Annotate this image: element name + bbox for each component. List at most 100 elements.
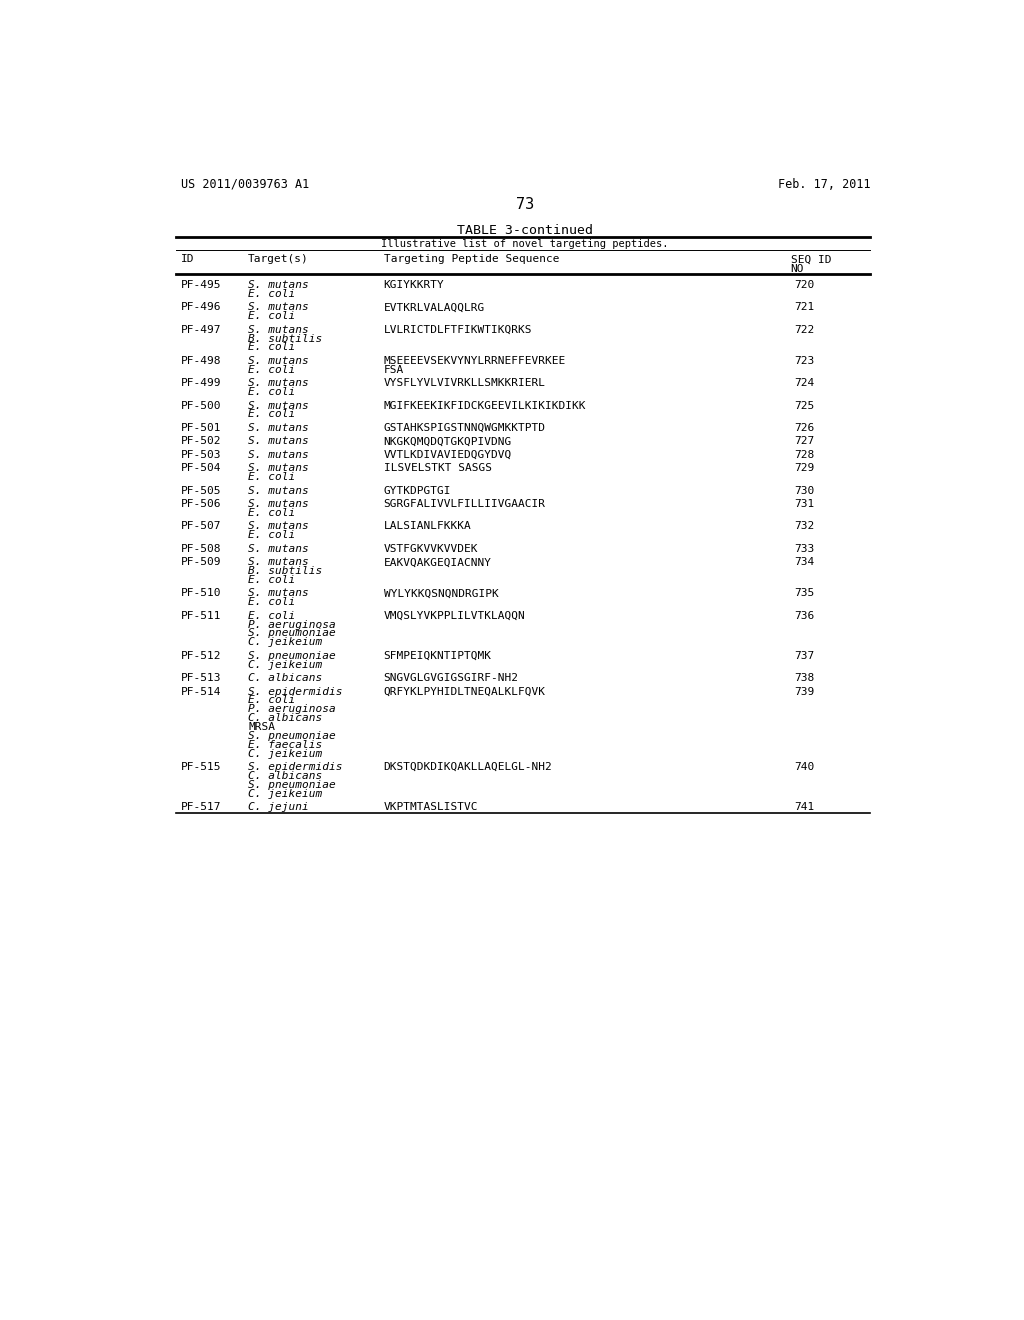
Text: E. coli: E. coli [248,598,295,607]
Text: PF-498: PF-498 [180,356,221,366]
Text: S. mutans: S. mutans [248,280,309,290]
Text: S. epidermidis: S. epidermidis [248,686,343,697]
Text: S. mutans: S. mutans [248,450,309,459]
Text: 720: 720 [795,280,815,290]
Text: C. albicans: C. albicans [248,713,323,723]
Text: Target(s): Target(s) [248,253,309,264]
Text: SEQ ID: SEQ ID [791,255,831,264]
Text: 734: 734 [795,557,815,568]
Text: MGIFKEEKIKFIDCKGEEVILKIKIKDIKK: MGIFKEEKIKFIDCKGEEVILKIKIKDIKK [384,400,587,411]
Text: S. pneumoniae: S. pneumoniae [248,628,336,639]
Text: 738: 738 [795,673,815,684]
Text: C. albicans: C. albicans [248,771,323,781]
Text: 739: 739 [795,686,815,697]
Text: VYSFLYVLVIVRKLLSMKKRIERL: VYSFLYVLVIVRKLLSMKKRIERL [384,379,546,388]
Text: E. coli: E. coli [248,312,295,321]
Text: LVLRICTDLFTFIKWTIKQRKS: LVLRICTDLFTFIKWTIKQRKS [384,325,532,335]
Text: C. jeikeium: C. jeikeium [248,660,323,669]
Text: 725: 725 [795,400,815,411]
Text: 728: 728 [795,450,815,459]
Text: WYLYKKQSNQNDRGIPK: WYLYKKQSNQNDRGIPK [384,589,499,598]
Text: SGRGFALIVVLFILLIIVGAACIR: SGRGFALIVVLFILLIIVGAACIR [384,499,546,510]
Text: S. pneumoniae: S. pneumoniae [248,731,336,741]
Text: PF-507: PF-507 [180,521,221,532]
Text: C. albicans: C. albicans [248,673,323,684]
Text: GSTAHKSPIGSTNNQWGMKKTPTD: GSTAHKSPIGSTNNQWGMKKTPTD [384,422,546,433]
Text: PF-495: PF-495 [180,280,221,290]
Text: PF-517: PF-517 [180,803,221,812]
Text: 733: 733 [795,544,815,554]
Text: 727: 727 [795,437,815,446]
Text: S. mutans: S. mutans [248,521,309,532]
Text: S. mutans: S. mutans [248,379,309,388]
Text: E. coli: E. coli [248,508,295,517]
Text: PF-496: PF-496 [180,302,221,313]
Text: S. mutans: S. mutans [248,463,309,474]
Text: PF-503: PF-503 [180,450,221,459]
Text: S. mutans: S. mutans [248,400,309,411]
Text: S. mutans: S. mutans [248,437,309,446]
Text: S. mutans: S. mutans [248,499,309,510]
Text: E. coli: E. coli [248,576,295,585]
Text: 726: 726 [795,422,815,433]
Text: Feb. 17, 2011: Feb. 17, 2011 [778,178,870,190]
Text: 737: 737 [795,651,815,661]
Text: MRSA: MRSA [248,722,275,733]
Text: Illustrative list of novel targeting peptides.: Illustrative list of novel targeting pep… [381,239,669,249]
Text: S. mutans: S. mutans [248,557,309,568]
Text: FSA: FSA [384,364,404,375]
Text: PF-504: PF-504 [180,463,221,474]
Text: 740: 740 [795,762,815,772]
Text: NO: NO [791,264,804,273]
Text: E. coli: E. coli [248,289,295,298]
Text: PF-506: PF-506 [180,499,221,510]
Text: 729: 729 [795,463,815,474]
Text: E. coli: E. coli [248,473,295,482]
Text: PF-505: PF-505 [180,486,221,495]
Text: 732: 732 [795,521,815,532]
Text: VSTFGKVVKVVDEK: VSTFGKVVKVVDEK [384,544,478,554]
Text: PF-501: PF-501 [180,422,221,433]
Text: PF-509: PF-509 [180,557,221,568]
Text: 741: 741 [795,803,815,812]
Text: 731: 731 [795,499,815,510]
Text: 73: 73 [516,197,534,213]
Text: SFMPEIQKNTIPTQMK: SFMPEIQKNTIPTQMK [384,651,492,661]
Text: US 2011/0039763 A1: US 2011/0039763 A1 [180,178,309,190]
Text: PF-515: PF-515 [180,762,221,772]
Text: 722: 722 [795,325,815,335]
Text: E. coli: E. coli [248,409,295,420]
Text: LALSIANLFKKKA: LALSIANLFKKKA [384,521,471,532]
Text: 735: 735 [795,589,815,598]
Text: QRFYKLPYHIDLTNEQALKLFQVK: QRFYKLPYHIDLTNEQALKLFQVK [384,686,546,697]
Text: DKSTQDKDIKQAKLLAQELGL-NH2: DKSTQDKDIKQAKLLAQELGL-NH2 [384,762,553,772]
Text: E. coli: E. coli [248,531,295,540]
Text: ILSVELSTKT SASGS: ILSVELSTKT SASGS [384,463,492,474]
Text: S. pneumoniae: S. pneumoniae [248,780,336,789]
Text: Targeting Peptide Sequence: Targeting Peptide Sequence [384,253,559,264]
Text: SNGVGLGVGIGSGIRF-NH2: SNGVGLGVGIGSGIRF-NH2 [384,673,519,684]
Text: KGIYKKRTY: KGIYKKRTY [384,280,444,290]
Text: E. coli: E. coli [248,696,295,705]
Text: GYTKDPGTGI: GYTKDPGTGI [384,486,452,495]
Text: PF-502: PF-502 [180,437,221,446]
Text: S. epidermidis: S. epidermidis [248,762,343,772]
Text: PF-497: PF-497 [180,325,221,335]
Text: E. coli: E. coli [248,611,295,620]
Text: B. subtilis: B. subtilis [248,566,323,576]
Text: PF-508: PF-508 [180,544,221,554]
Text: S. mutans: S. mutans [248,486,309,495]
Text: PF-500: PF-500 [180,400,221,411]
Text: B. subtilis: B. subtilis [248,334,323,343]
Text: PF-511: PF-511 [180,611,221,620]
Text: E. coli: E. coli [248,387,295,397]
Text: C. jejuni: C. jejuni [248,803,309,812]
Text: S. mutans: S. mutans [248,302,309,313]
Text: VVTLKDIVAVIEDQGYDVQ: VVTLKDIVAVIEDQGYDVQ [384,450,512,459]
Text: 723: 723 [795,356,815,366]
Text: E. faecalis: E. faecalis [248,739,323,750]
Text: PF-513: PF-513 [180,673,221,684]
Text: S. mutans: S. mutans [248,422,309,433]
Text: PF-512: PF-512 [180,651,221,661]
Text: 736: 736 [795,611,815,620]
